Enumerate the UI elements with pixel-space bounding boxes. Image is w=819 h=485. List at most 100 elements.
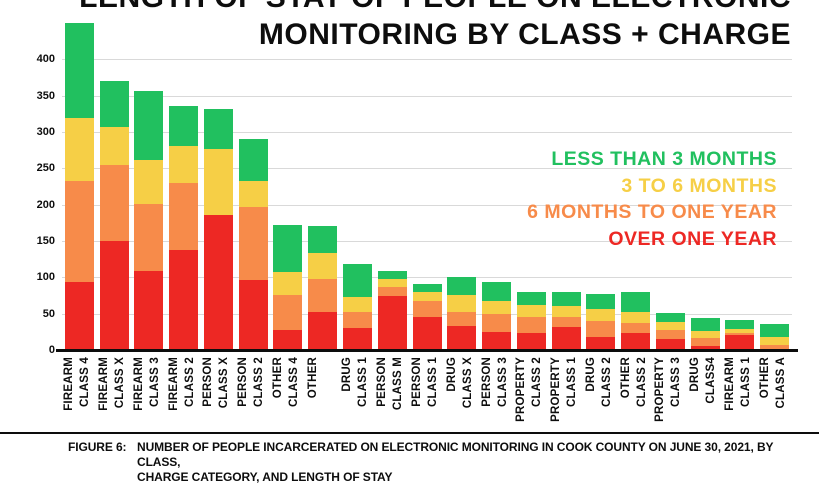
bar-slot <box>62 0 97 350</box>
bar-segment <box>412 316 442 350</box>
y-tick-label: 100 <box>36 271 55 284</box>
bar-segment <box>238 139 268 181</box>
x-tick-label: DRUG CLASS4 <box>689 357 717 404</box>
bar-segment <box>308 225 338 253</box>
x-tick-label: DRUG CLASS X <box>445 357 474 409</box>
bar-segment <box>482 281 512 301</box>
legend: LESS THAN 3 MONTHS 3 TO 6 MONTHS 6 MONTH… <box>527 146 777 252</box>
x-tick-label: DRUG CLASS 2 <box>584 357 613 407</box>
x-tick-label: OTHER <box>306 357 319 399</box>
bar-segment <box>273 271 303 295</box>
bar-segment <box>99 241 129 350</box>
stacked-bar-drug-class4 <box>690 318 720 350</box>
bar-slot <box>688 0 723 350</box>
bar-segment <box>377 278 407 287</box>
bar-segment <box>516 291 546 305</box>
bar-slot <box>653 0 688 350</box>
figure-caption-text: NUMBER OF PEOPLE INCARCERATED ON ELECTRO… <box>137 440 808 485</box>
bar-segment <box>621 323 651 334</box>
bar-segment <box>134 91 164 160</box>
legend-item-less-than-3-months: LESS THAN 3 MONTHS <box>551 148 777 170</box>
bar-segment <box>516 333 546 350</box>
stacked-bar-firearm-class-x <box>99 81 129 350</box>
stacked-bar-drug-class-x <box>447 277 477 350</box>
bar-segment <box>64 117 94 181</box>
bar-slot <box>271 0 306 350</box>
x-tick-label: PERSON CLASS X <box>202 357 230 409</box>
bar-slot <box>444 0 479 350</box>
bar-segment <box>586 294 616 310</box>
y-tick-label: 0 <box>48 344 55 356</box>
chart-title-line1: LENGTH OF STAY OF PEOPLE ON ELECTRONIC <box>40 0 791 16</box>
bar-segment <box>412 300 442 317</box>
bar-segment <box>690 318 720 332</box>
bar-segment <box>377 286 407 296</box>
caption-divider <box>0 432 819 434</box>
bar-segment <box>690 331 720 338</box>
bar-segment <box>343 297 372 312</box>
bar-segment <box>343 263 372 297</box>
stacked-bar-other-class-a <box>760 323 790 350</box>
bar-segment <box>273 294 303 330</box>
bar-slot <box>618 0 653 350</box>
gridline-400 <box>62 59 792 61</box>
y-tick-label: 400 <box>36 53 55 66</box>
figure-caption-line2: CHARGE CATEGORY, AND LENGTH OF STAY <box>137 470 393 484</box>
bar-segment <box>273 329 303 350</box>
bar-segment <box>169 182 199 251</box>
stacked-bar-person-class-3 <box>482 281 512 350</box>
bar-segment <box>655 322 685 330</box>
gridline-250 <box>62 168 792 170</box>
bar-segment <box>99 164 129 242</box>
bar-segment <box>725 334 755 350</box>
bar-segment <box>725 328 755 333</box>
bar-segment <box>690 346 720 350</box>
bar-segment <box>134 204 164 271</box>
bar-slot <box>514 0 549 350</box>
bar-segment <box>551 306 581 317</box>
bar-segment <box>551 291 581 307</box>
y-tick-label: 200 <box>36 198 55 211</box>
bar-series <box>62 0 792 350</box>
stacked-bar-firearm-class-2 <box>169 105 199 350</box>
x-tick-label: FIREARM CLASS 3 <box>132 357 161 411</box>
bar-segment <box>203 148 233 215</box>
x-tick-label: FIREARM CLASS 2 <box>167 357 196 411</box>
x-tick-label: OTHER CLASS 2 <box>619 357 648 407</box>
bar-segment <box>238 206 268 280</box>
x-tick-label: OTHER CLASS A <box>758 357 787 409</box>
x-axis-line <box>56 349 798 352</box>
bar-segment <box>760 336 790 345</box>
bar-segment <box>203 214 233 350</box>
x-tick-label: PERSON CLASS 2 <box>237 357 265 407</box>
plot-area <box>62 0 792 350</box>
bar-slot <box>166 0 201 350</box>
bar-segment <box>621 311 651 324</box>
x-tick-label: PROPERTY CLASS 1 <box>550 357 578 422</box>
bar-segment <box>725 320 755 329</box>
x-tick-label: PROPERTY CLASS 2 <box>515 357 543 422</box>
bar-segment <box>308 311 338 350</box>
bar-segment <box>551 326 581 350</box>
bar-segment <box>203 108 233 149</box>
bar-segment <box>412 291 442 301</box>
bar-segment <box>586 336 616 350</box>
bar-segment <box>238 180 268 207</box>
bar-segment <box>64 282 94 350</box>
y-tick-label: 150 <box>36 235 55 248</box>
bar-segment <box>447 277 477 295</box>
figure-caption: FIGURE 6: NUMBER OF PEOPLE INCARCERATED … <box>68 440 808 485</box>
bar-segment <box>169 105 199 146</box>
bar-slot <box>340 0 375 350</box>
legend-item-over-one-year: OVER ONE YEAR <box>608 227 777 250</box>
x-tick-label: PROPERTY CLASS 3 <box>654 357 682 422</box>
bar-segment <box>238 279 268 350</box>
y-tick-label: 50 <box>42 307 55 320</box>
chart-title: LENGTH OF STAY OF PEOPLE ON ELECTRONIC M… <box>40 0 791 53</box>
x-tick-label: FIREARM CLASS 1 <box>723 357 752 411</box>
y-tick-label: 300 <box>36 126 55 139</box>
bar-segment <box>412 283 442 292</box>
figure-number: FIGURE 6: <box>68 440 127 454</box>
x-tick-label: PERSON CLASS M <box>376 357 404 411</box>
x-tick-label: FIREARM CLASS X <box>98 357 126 411</box>
